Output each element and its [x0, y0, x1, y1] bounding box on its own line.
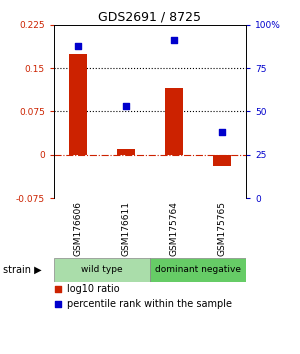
Bar — [54, 258, 150, 281]
Text: GSM175765: GSM175765 — [218, 201, 226, 256]
Bar — [69, 54, 87, 155]
Text: GSM176606: GSM176606 — [74, 201, 82, 256]
Text: dominant negative: dominant negative — [155, 266, 241, 274]
Point — [56, 301, 60, 307]
Point — [124, 103, 128, 109]
Title: GDS2691 / 8725: GDS2691 / 8725 — [98, 11, 202, 24]
Text: log10 ratio: log10 ratio — [68, 284, 120, 294]
Text: percentile rank within the sample: percentile rank within the sample — [68, 299, 232, 309]
Bar — [213, 155, 231, 166]
Text: wild type: wild type — [81, 266, 123, 274]
Text: GSM175764: GSM175764 — [169, 201, 178, 256]
Point — [220, 130, 224, 135]
Bar — [165, 88, 183, 155]
Bar — [150, 258, 246, 281]
Point — [56, 286, 60, 292]
Bar — [117, 149, 135, 155]
Text: strain ▶: strain ▶ — [3, 265, 42, 275]
Text: GSM176611: GSM176611 — [122, 201, 130, 256]
Point — [172, 38, 176, 43]
Point — [76, 43, 80, 48]
